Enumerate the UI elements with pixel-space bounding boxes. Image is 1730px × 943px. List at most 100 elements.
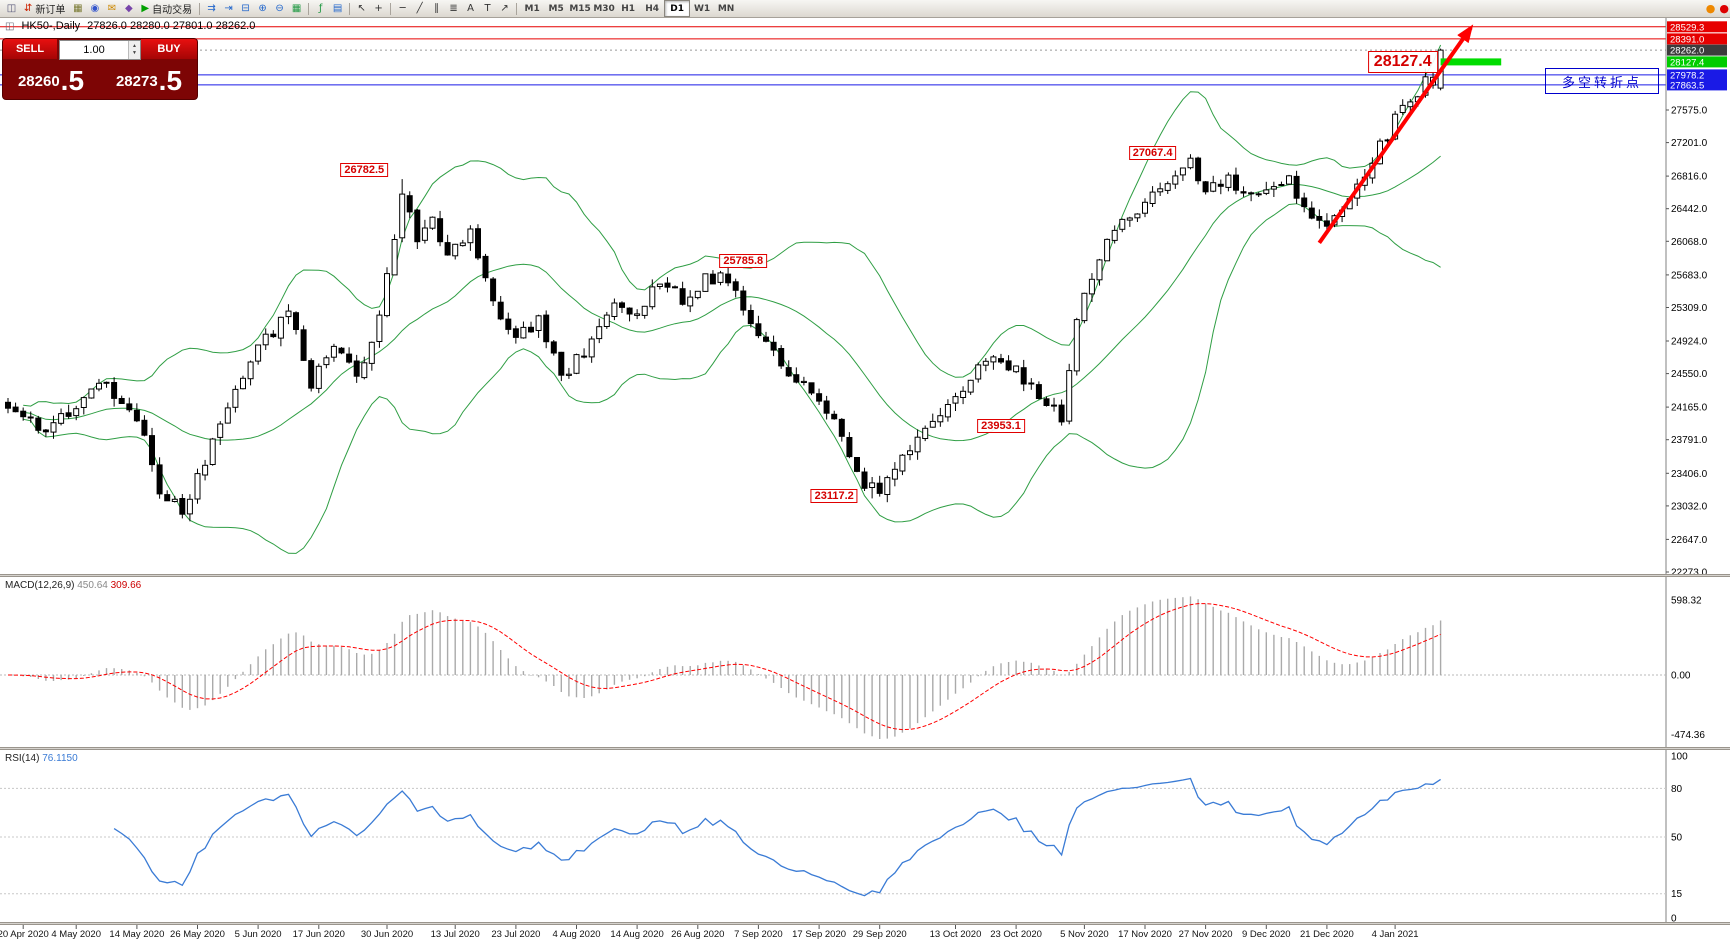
pivot-ann otation-box[interactable]: 多空转折点 bbox=[1545, 68, 1659, 94]
price-tick-label: 26442.0 bbox=[1671, 204, 1708, 215]
price-tick-label: 24924.0 bbox=[1671, 337, 1708, 348]
timeframe-h1-button[interactable]: H1 bbox=[621, 3, 635, 14]
date-label: 4 Aug 2020 bbox=[552, 929, 600, 940]
zoom-in-icon[interactable]: ⊕ bbox=[258, 3, 267, 14]
timeframe-m15-button[interactable]: M15 bbox=[569, 3, 591, 14]
new-order-button[interactable]: ⇵ 新订单 bbox=[20, 1, 69, 16]
hline-icon[interactable]: ─ bbox=[399, 3, 406, 14]
timeframe-mn-button[interactable]: MN bbox=[717, 3, 735, 14]
date-label: 17 Nov 2020 bbox=[1118, 929, 1172, 940]
tile-windows-icon[interactable]: ▦ bbox=[291, 3, 302, 14]
price-callout-27067.4[interactable]: 27067.4 bbox=[1128, 145, 1177, 160]
date-label: 13 Jul 2020 bbox=[431, 929, 480, 940]
zoom-out-icon[interactable]: ⊖ bbox=[275, 3, 284, 14]
autoscroll-icon[interactable]: ⇉ bbox=[207, 3, 216, 14]
sell-button[interactable]: SELL bbox=[3, 39, 57, 59]
bollinger-lower-band bbox=[23, 203, 1441, 554]
date-label: 13 Oct 2020 bbox=[930, 929, 982, 940]
buy-price[interactable]: 28273.5 bbox=[115, 65, 183, 96]
rsi-axis-label: 15 bbox=[1671, 889, 1683, 900]
new-order-button-label: 新订单 bbox=[35, 5, 66, 16]
crosshair-icon[interactable]: + bbox=[374, 3, 383, 14]
ohlc-values: 27826.0 28280.0 27801.0 28262.0 bbox=[87, 20, 256, 32]
mailbox-icon[interactable]: ✉ bbox=[107, 3, 117, 14]
panel-splitter-rsi[interactable] bbox=[0, 747, 1730, 750]
autotrading-button[interactable]: ▶ 自动交易 bbox=[137, 1, 196, 16]
lot-decrease-icon[interactable]: ▼ bbox=[132, 50, 137, 56]
date-label: 4 May 2020 bbox=[51, 929, 101, 940]
lot-increase-icon[interactable]: ▲ bbox=[132, 43, 137, 49]
chart-window-icon[interactable]: ◫ bbox=[6, 3, 17, 14]
arrow-object-icon[interactable]: ↗ bbox=[500, 3, 509, 14]
timeframe-m30-button[interactable]: M30 bbox=[593, 3, 615, 14]
date-label: 26 May 2020 bbox=[170, 929, 225, 940]
macd-signal-line bbox=[7, 603, 1441, 731]
cursor-icon[interactable]: ↖ bbox=[357, 3, 366, 14]
sell-price[interactable]: 28260.5 bbox=[17, 65, 85, 96]
date-label: 20 Apr 2020 bbox=[0, 929, 49, 940]
rsi-axis-label: 100 bbox=[1671, 752, 1688, 763]
panel-splitter-macd[interactable] bbox=[0, 574, 1730, 577]
lot-value[interactable]: 1.00 bbox=[83, 44, 105, 56]
trend-arrow[interactable] bbox=[1317, 24, 1474, 245]
price-line-tag-text: 27863.5 bbox=[1670, 80, 1704, 91]
price-callout-28127.4[interactable]: 28127.4 bbox=[1367, 50, 1438, 73]
market-icon[interactable]: ◆ bbox=[125, 3, 133, 14]
period-settings-icon[interactable]: ▤ bbox=[332, 3, 343, 14]
toolbar: ◫ ⇵ 新订单 ▦ ◉ ✉ ◆ ▶ 自动交易 ⇉ ⇥ ⊟ ⊕ ⊖ ▦ ƒ ▤ ↖ + ─ ╱ ∥ ≣ A T ↗ M1 M5 M15 M3… bbox=[0, 0, 1730, 18]
price-callout-25785.8[interactable]: 25785.8 bbox=[719, 253, 768, 268]
channel-icon[interactable]: ∥ bbox=[434, 3, 440, 14]
alert-dot-icon[interactable]: ● bbox=[1705, 2, 1716, 15]
rsi-axis-label: 0 bbox=[1671, 914, 1677, 925]
price-callout-23953.1[interactable]: 23953.1 bbox=[977, 418, 1025, 433]
record-dot-icon[interactable]: ● bbox=[1719, 2, 1729, 15]
breakout-level-bar[interactable] bbox=[1440, 58, 1502, 66]
label-icon[interactable]: T bbox=[484, 3, 491, 14]
panel-splitter-dates[interactable] bbox=[0, 922, 1730, 925]
price-callout-23117.2[interactable]: 23117.2 bbox=[810, 488, 858, 503]
buy-button[interactable]: BUY bbox=[141, 39, 197, 59]
date-label: 4 Jan 2021 bbox=[1372, 929, 1419, 940]
lot-size-field[interactable]: 1.00 ▲ ▼ bbox=[59, 40, 141, 60]
price-line-tag bbox=[1667, 79, 1727, 91]
date-label: 26 Aug 2020 bbox=[671, 929, 724, 940]
charts-menu-icon[interactable]: ▦ bbox=[73, 3, 83, 14]
macd-axis-label: 0.00 bbox=[1671, 671, 1691, 682]
price-tick-label: 23791.0 bbox=[1671, 435, 1708, 446]
chart-shift-icon[interactable]: ⇥ bbox=[224, 3, 233, 14]
timeframe-d1-button[interactable]: D1 bbox=[664, 0, 691, 17]
date-label: 7 Sep 2020 bbox=[734, 929, 783, 940]
new-order-button-icon: ⇵ bbox=[24, 3, 33, 14]
price-tick-label: 24165.0 bbox=[1671, 403, 1708, 414]
trendline-icon[interactable]: ╱ bbox=[416, 3, 423, 14]
timeframe-m5-button[interactable]: M5 bbox=[548, 3, 564, 14]
navigator-icon[interactable]: ◉ bbox=[90, 3, 100, 14]
chart-corner-icon: ◫ bbox=[5, 20, 15, 32]
date-label: 17 Jun 2020 bbox=[293, 929, 345, 940]
price-callout-26782.5[interactable]: 26782.5 bbox=[340, 162, 389, 177]
indicators-icon[interactable]: ƒ bbox=[318, 3, 323, 14]
price-tick-label: 25683.0 bbox=[1671, 270, 1708, 281]
toolbar-separator bbox=[308, 2, 310, 15]
rsi-axis-label: 50 bbox=[1671, 833, 1683, 844]
price-line-tag-text: 28127.4 bbox=[1670, 57, 1704, 68]
date-label: 5 Jun 2020 bbox=[235, 929, 282, 940]
bollinger-middle-band bbox=[23, 155, 1441, 442]
lot-spinner[interactable]: ▲ ▼ bbox=[128, 41, 140, 59]
arrange-windows-icon[interactable]: ⊟ bbox=[241, 3, 250, 14]
date-label: 14 May 2020 bbox=[109, 929, 164, 940]
date-label: 23 Oct 2020 bbox=[990, 929, 1042, 940]
fibonacci-icon[interactable]: ≣ bbox=[449, 3, 458, 14]
toolbar-separator bbox=[199, 2, 201, 15]
timeframe-w1-button[interactable]: W1 bbox=[693, 3, 711, 14]
timeframe-m1-button[interactable]: M1 bbox=[524, 3, 540, 14]
rsi-indicator-label: RSI(14) 76.1150 bbox=[5, 753, 78, 764]
timeframe-h4-button[interactable]: H4 bbox=[645, 3, 659, 14]
price-line-tag-text: 28262.0 bbox=[1670, 46, 1704, 57]
one-click-trading-panel: SELL 1.00 ▲ ▼ BUY 28260.5 28273.5 bbox=[2, 38, 198, 100]
toolbar-right-icons: ● ● bbox=[1706, 2, 1730, 15]
text-icon[interactable]: A bbox=[467, 3, 475, 14]
price-line-tag bbox=[1667, 21, 1727, 33]
